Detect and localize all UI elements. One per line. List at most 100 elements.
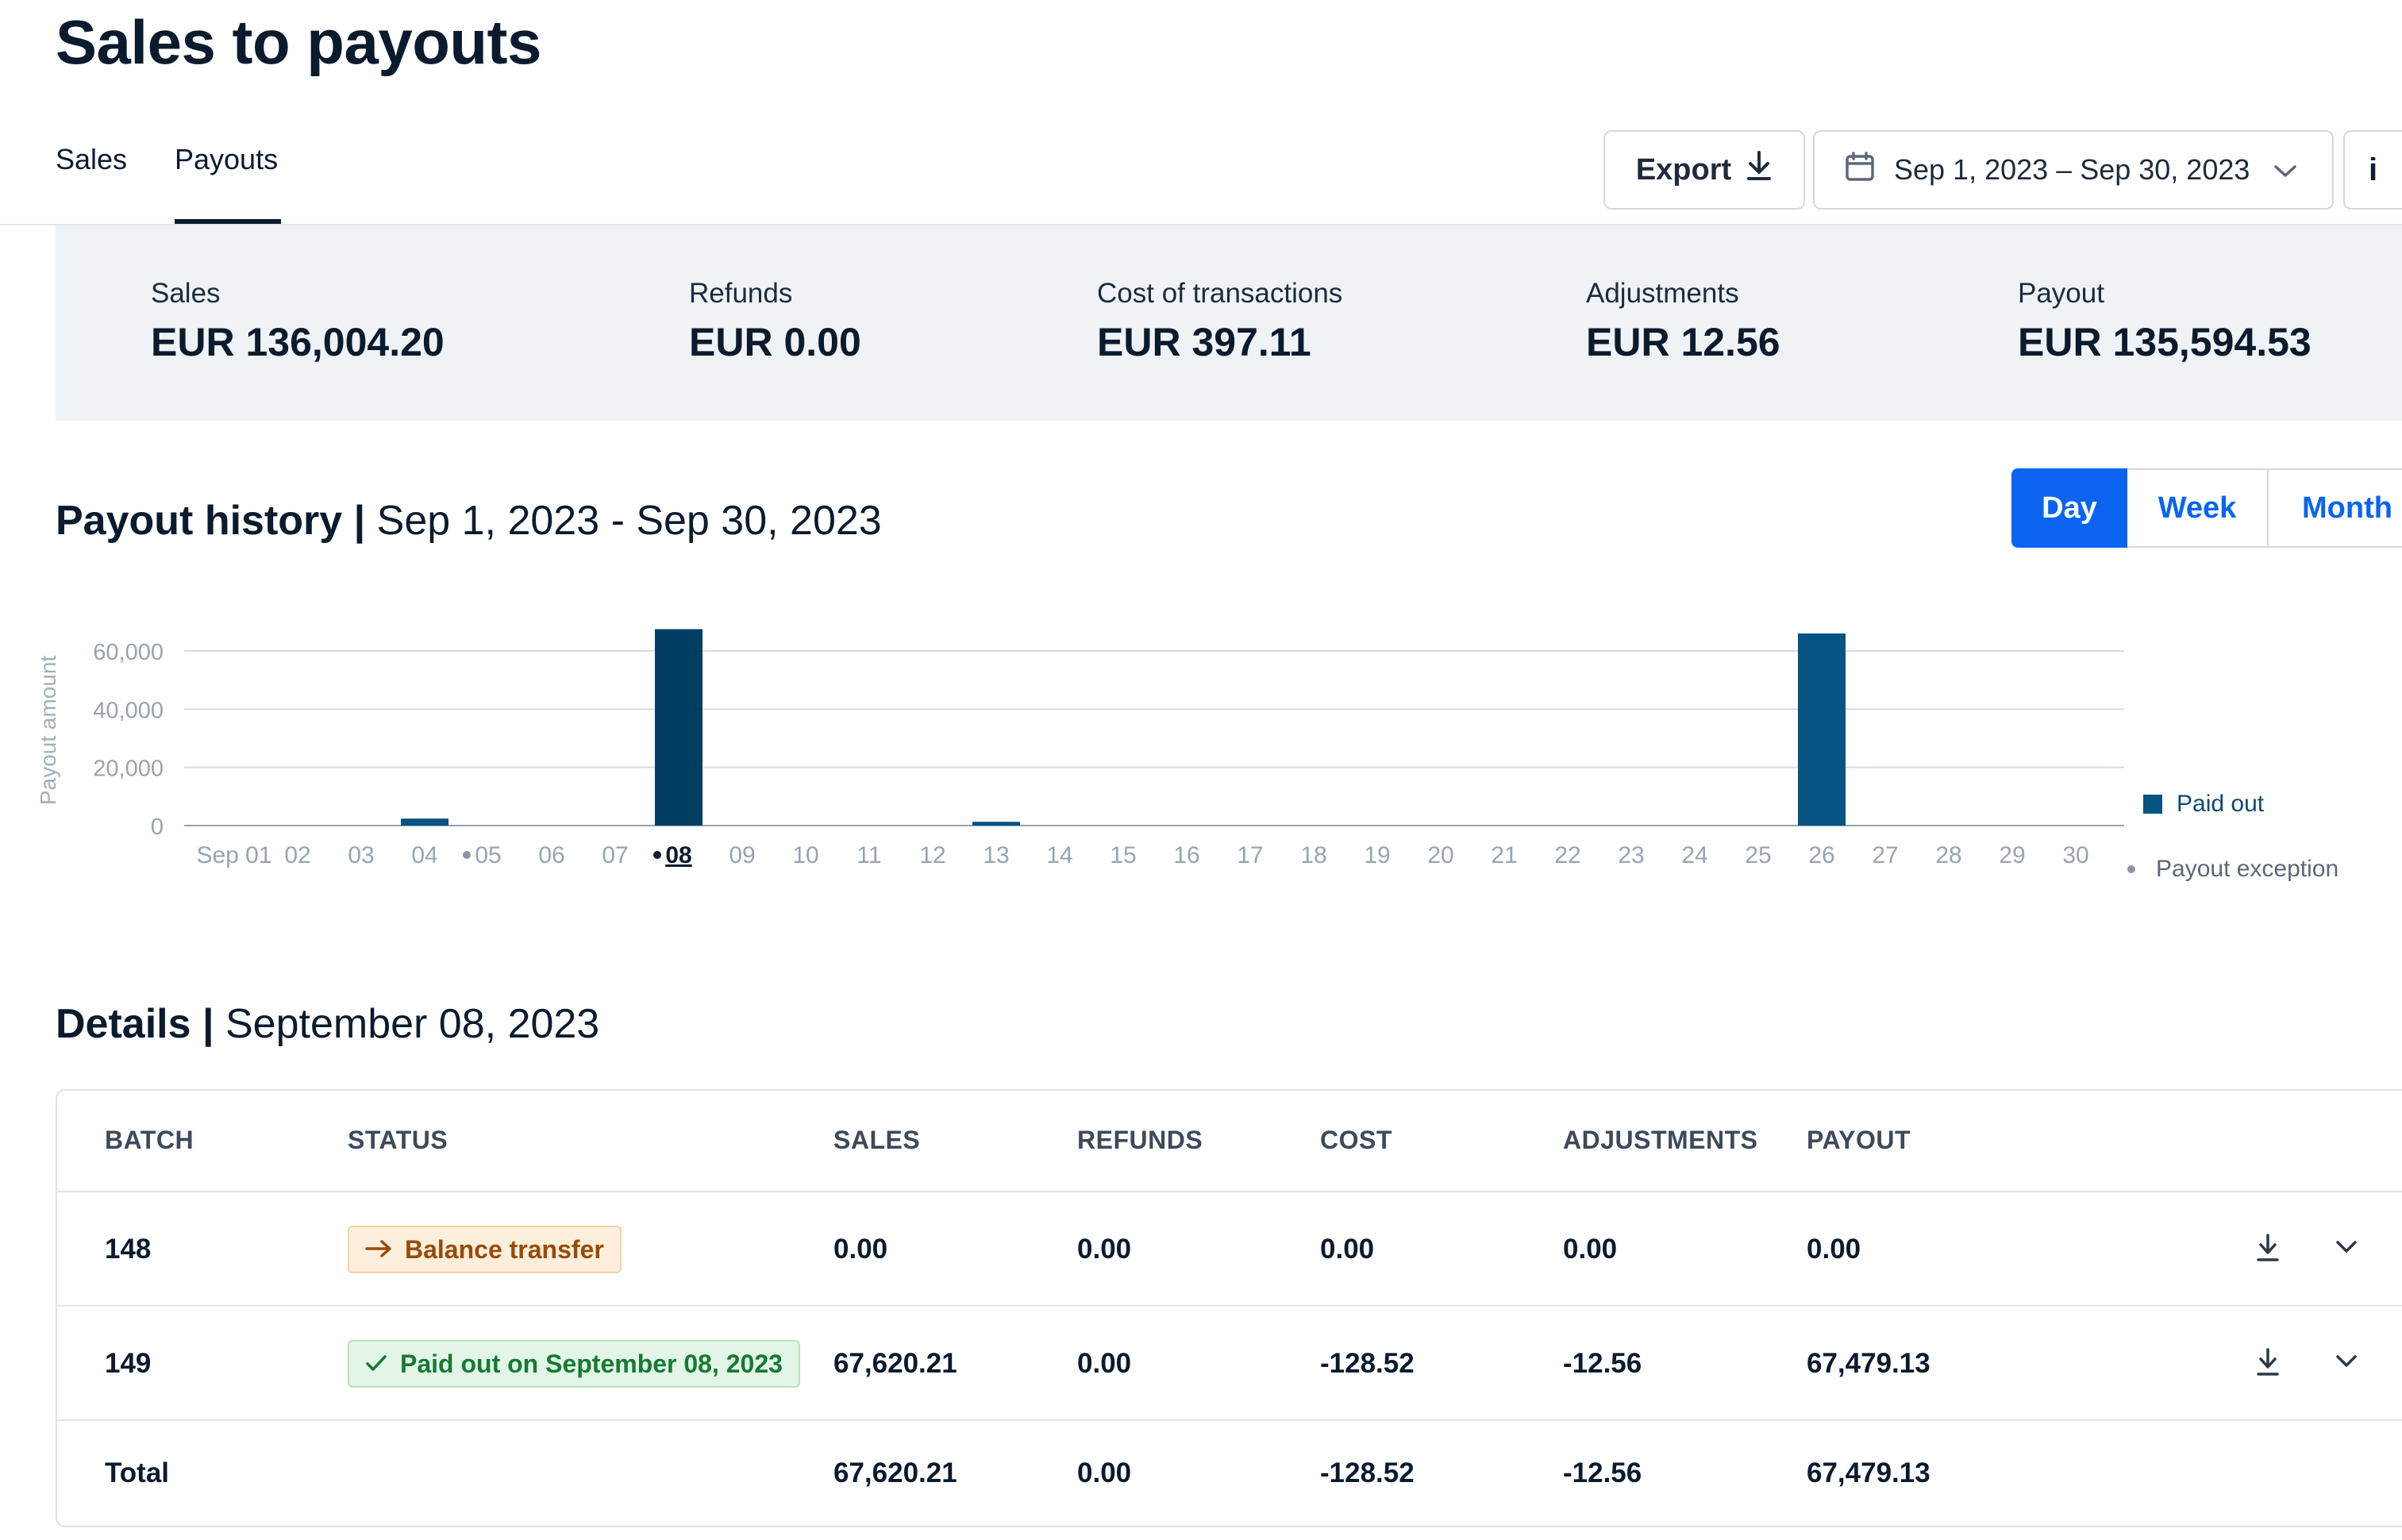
- y-tick-label: 40,000: [93, 698, 164, 723]
- summary-payout-label: Payout: [2018, 278, 2104, 309]
- page-title: Sales to payouts: [56, 7, 541, 77]
- tab-sales[interactable]: Sales: [56, 143, 128, 175]
- x-tick-label: 28: [1935, 842, 1961, 868]
- x-tick-label: 14: [1046, 842, 1072, 868]
- refunds-cell: 0.00: [1077, 1348, 1132, 1379]
- x-tick-label: 02: [284, 842, 310, 868]
- payout-history-heading: Payout history | Sep 1, 2023 - Sep 30, 2…: [56, 497, 882, 545]
- y-tick-label: 60,000: [93, 640, 164, 665]
- view-month-button[interactable]: Month: [2269, 468, 2402, 548]
- column-header-refunds[interactable]: REFUNDS: [1077, 1126, 1203, 1154]
- batch-cell: 148: [105, 1234, 152, 1265]
- summary-sales-label: Sales: [151, 278, 221, 309]
- download-icon[interactable]: [2256, 1233, 2280, 1267]
- x-tick-label: 17: [1237, 842, 1263, 868]
- payout-history-range: Sep 1, 2023 - Sep 30, 2023: [376, 498, 882, 544]
- column-header-batch[interactable]: BATCH: [105, 1126, 194, 1154]
- chart-bar: [972, 822, 1020, 826]
- summary-panel: Sales EUR 136,004.20 Refunds EUR 0.00 Co…: [56, 225, 2402, 421]
- summary-adjustments-label: Adjustments: [1586, 278, 1739, 309]
- legend-exception-dot: [2127, 865, 2135, 873]
- x-tick-label: 26: [1808, 842, 1834, 868]
- calendar-icon: [1845, 151, 1875, 189]
- x-tick-label: 11: [856, 842, 881, 868]
- batch-cell: 149: [105, 1348, 152, 1379]
- summary-payout-value: EUR 135,594.53: [2018, 320, 2312, 364]
- chevron-down-icon[interactable]: [2335, 1354, 2358, 1373]
- summary-adjustments-value: EUR 12.56: [1586, 320, 1780, 364]
- view-week-button[interactable]: Week: [2127, 468, 2269, 548]
- export-label: Export: [1635, 152, 1732, 187]
- date-range-picker[interactable]: Sep 1, 2023 – Sep 30, 2023: [1813, 130, 2334, 210]
- cost-cell: 0.00: [1320, 1234, 1375, 1265]
- x-tick-label: 13: [983, 842, 1009, 868]
- x-tick-label: 03: [348, 842, 374, 868]
- x-tick-label: 15: [1110, 842, 1136, 868]
- y-axis-label: Payout amount: [36, 656, 60, 806]
- details-date: September 08, 2023: [225, 1001, 600, 1047]
- column-header-sales[interactable]: SALES: [833, 1126, 921, 1154]
- date-range-text: Sep 1, 2023 – Sep 30, 2023: [1894, 153, 2250, 186]
- legend-paid-out-swatch: [2143, 795, 2162, 814]
- tab-payouts[interactable]: Payouts: [175, 143, 279, 175]
- total-cost: -128.52: [1320, 1457, 1415, 1488]
- x-tick-label: 08: [665, 842, 691, 868]
- x-tick-label: 18: [1300, 842, 1326, 868]
- total-adjustments: -12.56: [1563, 1457, 1642, 1488]
- total-sales: 67,620.21: [833, 1457, 957, 1488]
- status-badge: Balance transfer: [348, 1226, 622, 1273]
- summary-refunds-value: EUR 0.00: [689, 320, 861, 364]
- y-tick-label: 20,000: [93, 757, 164, 782]
- view-day-button[interactable]: Day: [2011, 468, 2127, 548]
- chevron-down-icon: [2273, 153, 2297, 187]
- x-tick-label: 22: [1554, 842, 1580, 868]
- x-tick-label: 23: [1618, 842, 1644, 868]
- info-button[interactable]: i: [2343, 130, 2402, 210]
- x-tick-label: 04: [411, 842, 437, 868]
- x-tick-label: 29: [1999, 842, 2025, 868]
- total-divider: [57, 1419, 2402, 1421]
- x-tick-label: 09: [729, 842, 755, 868]
- legend-paid-out[interactable]: Paid out: [2143, 791, 2264, 818]
- column-header-status[interactable]: STATUS: [348, 1126, 448, 1154]
- sales-cell: 0.00: [833, 1234, 888, 1265]
- check-icon: [365, 1349, 387, 1379]
- x-tick-label: 07: [602, 842, 628, 868]
- download-icon[interactable]: [2256, 1347, 2280, 1381]
- column-header-payout[interactable]: PAYOUT: [1807, 1126, 1911, 1154]
- summary-cost-value: EUR 397.11: [1097, 320, 1311, 364]
- adjustments-cell: 0.00: [1563, 1234, 1618, 1265]
- total-refunds: 0.00: [1077, 1457, 1132, 1488]
- x-tick-label: 10: [792, 842, 818, 868]
- cost-cell: -128.52: [1320, 1348, 1415, 1379]
- row-divider: [57, 1191, 2402, 1192]
- status-badge: Paid out on September 08, 2023: [348, 1340, 800, 1388]
- x-tick-label: Sep 01: [196, 842, 271, 868]
- column-header-adjustments[interactable]: ADJUSTMENTS: [1563, 1126, 1758, 1154]
- x-tick-label: 27: [1872, 842, 1898, 868]
- download-icon: [1746, 150, 1773, 190]
- legend-payout-exception[interactable]: Payout exception: [2127, 856, 2338, 883]
- payout-chart: 0 20,000 40,000 60,000 Payout amount Sep 01 02…: [36, 629, 2124, 868]
- exception-marker: [463, 851, 471, 859]
- adjustments-cell: -12.56: [1563, 1348, 1642, 1379]
- legend-paid-out-label: Paid out: [2177, 791, 2265, 817]
- export-button[interactable]: Export: [1603, 130, 1805, 210]
- x-tick-label: 24: [1681, 842, 1707, 868]
- x-tick-label: 05: [475, 842, 501, 868]
- chart-bar: [1798, 633, 1846, 826]
- details-separator: |: [202, 1001, 214, 1047]
- x-tick-label: 12: [919, 842, 945, 868]
- heading-separator: |: [353, 498, 366, 544]
- chart-bar: [655, 629, 703, 826]
- y-tick-label: 0: [151, 814, 164, 840]
- exception-marker: [653, 851, 661, 859]
- column-header-cost[interactable]: COST: [1320, 1126, 1392, 1154]
- chevron-down-icon[interactable]: [2335, 1240, 2358, 1258]
- row-divider: [57, 1305, 2402, 1307]
- x-tick-label: 21: [1491, 842, 1517, 868]
- details-heading: Details | September 08, 2023: [56, 1000, 599, 1048]
- x-tick-label: 19: [1364, 842, 1390, 868]
- refunds-cell: 0.00: [1077, 1234, 1132, 1265]
- active-tab-indicator: [175, 219, 281, 224]
